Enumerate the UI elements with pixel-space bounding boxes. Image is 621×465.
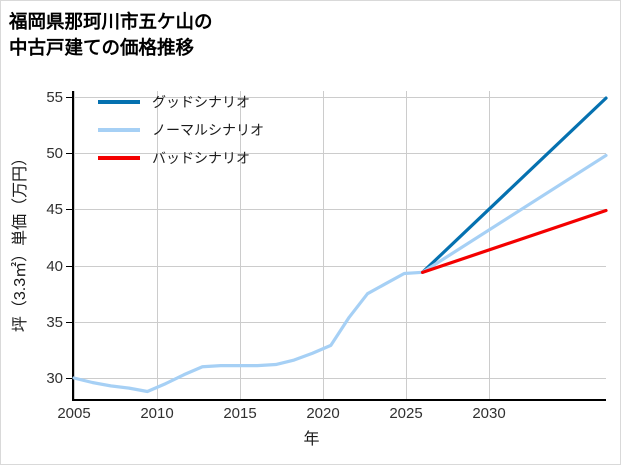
y-tick-label-40: 40 [46,258,63,275]
y-tick-mark [66,378,72,379]
gridline-y-45 [74,209,606,210]
gridline-y-55 [74,97,606,98]
y-tick-mark [66,266,72,267]
y-tick-label-45: 45 [46,201,63,218]
legend-label-bad: バッドシナリオ [152,150,250,166]
y-axis-label: 坪（3.3㎡）単価（万円） [12,149,29,333]
legend-label-good: グッドシナリオ [152,94,250,110]
y-tick-label-50: 50 [46,145,63,162]
page-title: 福岡県那珂川市五ケ山の 中古戸建ての価格推移 [9,11,213,58]
y-tick-mark [66,209,72,210]
y-tick-mark [66,322,72,323]
y-tick-label-55: 55 [46,89,63,106]
gridline-x-2030 [489,91,490,400]
gridline-x-2010 [157,91,158,400]
gridline-x-2020 [323,91,324,400]
legend-item-normal: ノーマルシナリオ [98,121,264,139]
y-tick-mark [66,153,72,154]
gridline-y-50 [74,153,606,154]
legend-item-good: グッドシナリオ [98,93,264,111]
gridline-x-2025 [406,91,407,400]
x-tick-label-2025: 2025 [389,405,423,422]
gridline-y-40 [74,266,606,267]
legend-swatch-bad [98,156,140,160]
x-tick-label-2010: 2010 [140,405,174,422]
x-axis-label: 年 [303,431,320,448]
gridline-x-2005 [74,91,75,400]
x-tick-label-2015: 2015 [223,405,257,422]
x-tick-label-2030: 2030 [472,405,506,422]
gridline-y-30 [74,378,606,379]
legend: グッドシナリオ ノーマルシナリオ バッドシナリオ [98,93,264,167]
legend-label-normal: ノーマルシナリオ [152,122,264,138]
gridline-y-35 [74,322,606,323]
y-axis-line [72,91,74,401]
x-axis-line [72,399,606,401]
legend-swatch-normal [98,128,140,132]
legend-item-bad: バッドシナリオ [98,149,264,167]
x-tick-label-2020: 2020 [306,405,340,422]
y-tick-label-35: 35 [46,314,63,331]
legend-swatch-good [98,100,140,104]
x-tick-label-2005: 2005 [57,405,91,422]
gridline-x-2015 [240,91,241,400]
y-tick-mark [66,97,72,98]
y-tick-label-30: 30 [46,370,63,387]
